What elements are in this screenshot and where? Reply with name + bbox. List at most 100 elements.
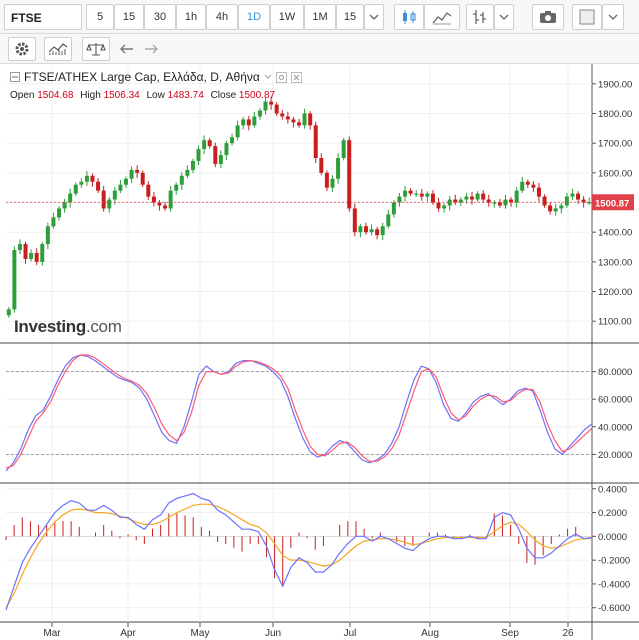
candle-body [531,184,536,188]
candle-body [263,101,268,111]
candle-body [536,187,541,197]
candle-body [352,208,357,233]
candle-body [548,205,553,212]
macd-tick-label: -0.2000 [598,556,630,567]
candle-body [514,190,519,203]
close-label: Close [210,90,237,101]
candle-body [470,196,475,200]
candle-body [447,199,452,206]
candle-body [475,193,480,200]
candle-body [57,208,62,218]
candle-body [442,205,447,209]
line-type-button[interactable] [424,4,460,30]
collapse-icon[interactable] [10,72,20,82]
interval-4h-button[interactable]: 4h [206,4,238,30]
candle-body [213,146,218,164]
candle-body [269,101,274,105]
gear-icon [15,42,29,56]
macd-signal-line [5,503,592,608]
candle-body [73,184,78,194]
candle-body [218,155,223,164]
color-button[interactable] [572,4,602,30]
candle-body [285,116,290,120]
logo-brand: Investing [14,317,86,336]
candle-body [397,196,402,203]
close-small-icon[interactable] [290,71,302,83]
investing-logo: Investing.com [14,317,122,337]
low-value: 1483.74 [167,90,204,101]
candle-body [230,137,235,144]
candle-body [12,250,17,310]
candle-body [135,169,140,173]
x-tick-label: Apr [120,628,136,639]
candle-body [202,140,207,150]
candle-body [297,122,301,126]
candle-body [363,226,368,233]
candle-body [241,119,246,126]
chart-type-dropdown[interactable] [494,4,514,30]
stoch-series-line [5,354,593,469]
price-tick-label: 1800.00 [598,109,632,120]
compare-button[interactable] [82,37,110,61]
chevron-down-icon[interactable] [264,74,272,80]
price-tick-label: 1200.00 [598,287,632,298]
candle-body [40,244,45,262]
candle-body [386,214,391,227]
bar-type-icon [473,10,486,24]
candle-body [140,172,145,185]
candle-body [341,140,346,158]
candle-body [313,125,318,158]
candle-body [185,169,190,176]
undo-icon [120,44,133,54]
macd-tick-label: -0.4000 [598,579,630,590]
interval-15-button[interactable]: 15 [114,4,144,30]
stoch-tick-label: 80.0000 [598,367,632,378]
candle-body [101,190,106,209]
bar-type-button[interactable] [466,4,494,30]
last-price-label: 1500.87 [595,198,629,209]
candle-body [492,202,497,204]
candle-body [179,175,184,185]
candle-body [486,199,491,203]
undo-button[interactable] [116,37,138,61]
stoch-series-line [5,354,593,472]
redo-button[interactable] [140,37,162,61]
x-tick-label: Mar [43,628,61,639]
candle-body [6,309,11,316]
candlestick-type-button[interactable] [394,4,424,30]
interval-1h-button[interactable]: 1h [176,4,206,30]
candle-body [497,202,502,206]
candle-body [163,205,168,209]
candle-body [319,158,324,173]
color-dropdown[interactable] [602,4,624,30]
interval-dropdown-button[interactable] [364,4,384,30]
candle-body [391,202,396,215]
interval-1w-button[interactable]: 1W [270,4,304,30]
candle-body [224,143,229,156]
candle-body [503,199,508,206]
symbol-input[interactable]: FTSE [4,4,82,30]
chevron-down-icon [608,14,618,20]
screenshot-button[interactable] [532,4,564,30]
interval-5-button[interactable]: 5 [86,4,114,30]
candle-body [190,160,195,170]
price-tick-label: 1700.00 [598,139,632,150]
settings-small-icon[interactable] [275,71,287,83]
interval-1d-button[interactable]: 1D [238,4,270,30]
interval-1m-button[interactable]: 1M [304,4,336,30]
interval-30-button[interactable]: 30 [144,4,176,30]
chevron-down-icon [369,14,379,20]
last-price-badge [592,194,634,211]
candle-body [196,149,201,161]
color-box-icon [579,9,595,25]
chart-canvas[interactable]: Mar Apr May Jun Jul Aug Sep 26 1900.00 1800.00 170… [0,64,639,640]
close-value: 1500.87 [238,90,276,101]
settings-button[interactable] [8,37,36,61]
candle-body [570,193,575,197]
candle-body [576,193,581,200]
interval-15-extra-button[interactable]: 15 [336,4,364,30]
macd-tick-label: 0.0000 [598,532,627,543]
macd-tick-label: 0.2000 [598,508,627,519]
candle-body [414,193,419,195]
indicators-button[interactable] [44,37,72,61]
